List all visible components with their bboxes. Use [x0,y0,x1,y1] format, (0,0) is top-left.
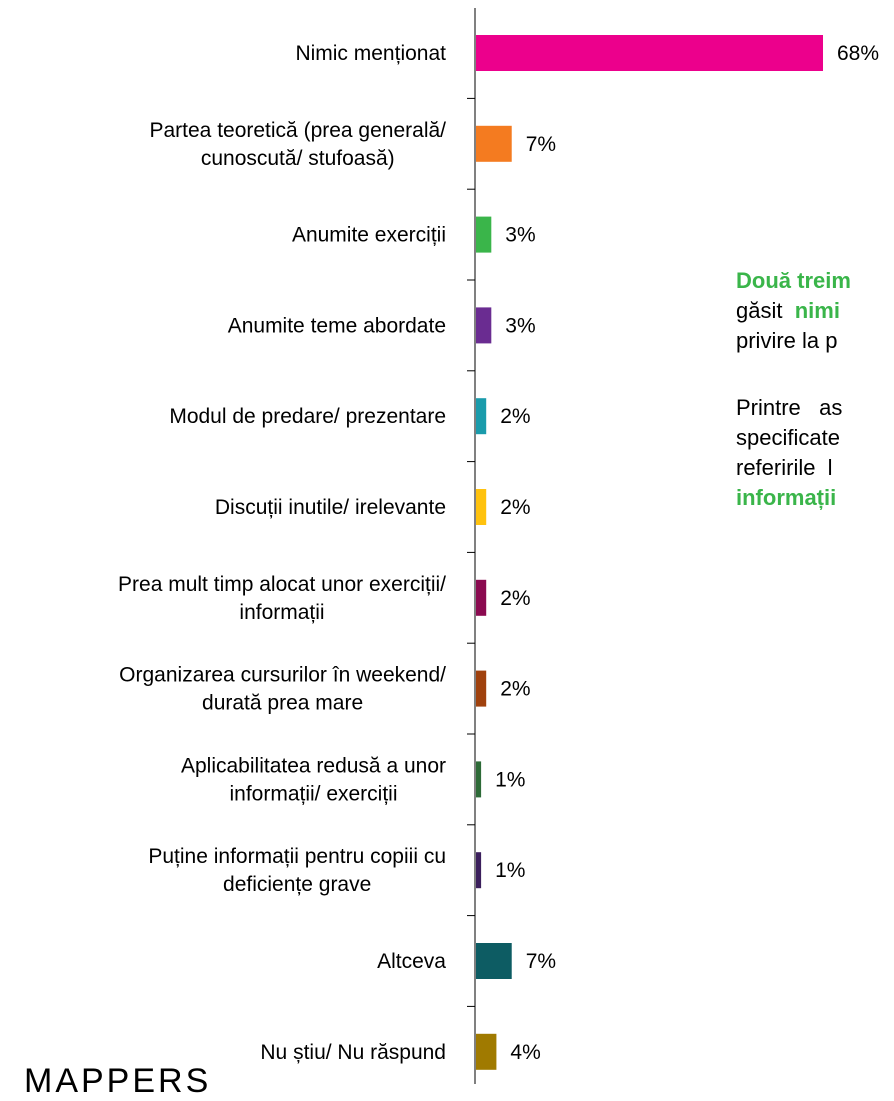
summary-line-2: specificate [736,425,840,450]
data-label: 7% [526,133,556,156]
data-label: 1% [495,768,525,791]
summary-paragraph-1: Două treim găsit nimi privire la p [736,266,894,356]
data-label: 3% [505,224,535,247]
category-label: Partea teoretică (prea generală/ [149,119,446,142]
bar [476,489,487,525]
value-labels: 68% 7% 3% 3% 2% 2% 2% 2% 1% 1% 7% 4% [495,42,879,1064]
data-label: 2% [500,678,530,701]
category-label: cunoscută/ stufoasă) [201,147,395,170]
category-labels: Nimic menționat Partea teoretică (prea ge… [118,42,446,1064]
data-label: 7% [526,950,556,973]
bar [476,1033,497,1070]
category-label: Nu știu/ Nu răspund [260,1041,446,1064]
category-label: Aplicabilitatea redusă a unor [181,754,446,777]
bar [476,670,487,707]
category-label: Anumite exerciții [292,224,446,247]
category-label: Discuții inutile/ irelevante [215,496,446,519]
summary-highlight-1: Două treim [736,268,851,293]
category-label: Modul de predare/ prezentare [169,405,446,428]
bars [476,35,823,1070]
summary-text-1: găsit [736,298,783,323]
brand-logo: MAPPERS [24,1062,212,1100]
summary-highlight-2: nimi [794,298,840,323]
bar [476,216,492,253]
bar [476,307,492,344]
category-label: Prea mult timp alocat unor exerciții/ [118,573,446,596]
data-label: 68% [837,42,879,65]
category-label: Anumite teme abordate [228,314,446,337]
data-label: 2% [500,405,530,428]
data-label: 4% [510,1041,540,1064]
summary-paragraph-2: Printre as specificate referirile l info… [736,393,894,513]
category-label: durată prea mare [202,692,363,715]
data-label: 1% [495,859,525,882]
bar [476,35,823,71]
data-label: 3% [505,314,535,337]
category-label: Nimic menționat [295,42,446,65]
category-label: Organizarea cursurilor în weekend/ [119,664,446,687]
summary-line-1: Printre as [736,395,843,420]
category-label: informații [239,601,324,624]
category-label: Puține informații pentru copiii cu [148,845,446,868]
summary-line-3: referirile l [736,455,833,480]
bar [476,761,482,798]
bar [476,398,487,435]
category-label: deficiențe grave [223,873,371,896]
bar [476,579,487,616]
category-label: Altceva [377,950,446,973]
summary-text-2: privire la p [736,328,838,353]
summary-highlight-3: informații [736,485,837,510]
data-label: 2% [500,587,530,610]
axis-ticks [467,97,475,1007]
data-label: 2% [500,496,530,519]
category-label: informații/ exerciții [229,782,397,805]
bar [476,852,482,889]
bar [476,943,512,979]
bar [476,125,512,162]
